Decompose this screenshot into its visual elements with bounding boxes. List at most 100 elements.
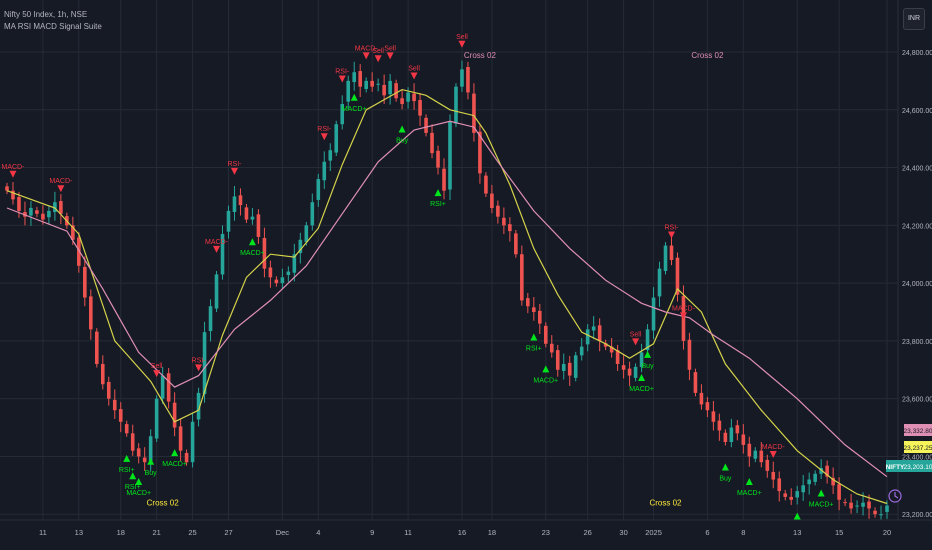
candle	[388, 80, 392, 95]
candle	[777, 478, 782, 492]
sell-signal-label: Sell	[408, 66, 420, 73]
candle	[316, 179, 321, 200]
candle	[370, 80, 374, 87]
candle	[160, 375, 165, 399]
ma-value-label: 23,332.80	[904, 428, 932, 435]
candle	[496, 205, 500, 217]
candle	[555, 350, 560, 370]
ma-value-label: 23,237.25	[904, 445, 932, 452]
candle	[771, 472, 776, 480]
candle	[166, 373, 171, 402]
candle	[292, 254, 297, 273]
sell-signal-arrow	[213, 245, 221, 253]
candle	[124, 424, 129, 434]
candle	[741, 434, 746, 445]
candle	[639, 352, 644, 367]
candle	[789, 496, 794, 500]
candle	[238, 195, 243, 206]
ma-value-tag	[904, 424, 932, 436]
buy-signal-arrow	[817, 489, 825, 497]
last-value-labels: 23,332.80 23,237.25 NIFTY 23,203.10	[886, 424, 932, 472]
candle	[412, 93, 416, 102]
signals-layer: MACD-MACD-RSI+RSI+MACD+BuySellMACD+RSI-M…	[2, 34, 888, 550]
candle	[801, 485, 805, 493]
sell-signal-arrow	[9, 170, 17, 178]
buy-signal-arrow	[644, 350, 652, 358]
candle	[400, 98, 404, 104]
price-tick-label: 24,800.00	[902, 50, 932, 57]
sell-signal-arrow	[667, 231, 675, 239]
time-tick-label: 25	[188, 528, 196, 537]
sell-signal-arrow	[679, 312, 687, 320]
buy-signal-label: MACD+	[629, 386, 654, 393]
indicator-title[interactable]: MA RSI MACD Signal Suite	[4, 22, 102, 31]
candle	[867, 501, 871, 509]
candle	[430, 132, 434, 154]
candle	[675, 257, 680, 295]
candle	[472, 93, 476, 133]
candle	[633, 366, 638, 378]
buy-signal-label: RSI+	[119, 467, 135, 474]
candle	[376, 83, 380, 85]
candle	[334, 124, 339, 153]
candle	[693, 372, 698, 393]
time-tick-label: 30	[619, 528, 627, 537]
price-axis[interactable]: 24,800.00 24,600.00 24,400.00 24,200.00 24,0…	[902, 50, 932, 519]
candle	[651, 297, 656, 331]
price-tick-label: 24,200.00	[902, 223, 932, 230]
candle	[831, 477, 835, 486]
candle	[478, 131, 482, 174]
sell-signal-arrow	[374, 55, 382, 63]
candle	[442, 168, 446, 191]
candle	[813, 473, 817, 482]
candle	[208, 306, 213, 332]
moving-averages-layer	[6, 88, 888, 505]
sell-signal-label: MACD-	[672, 305, 696, 312]
buy-signal-label: Buy	[719, 476, 732, 483]
candle	[190, 421, 195, 463]
buy-signal-arrow	[434, 189, 442, 197]
candle	[567, 362, 572, 376]
candle	[627, 368, 632, 376]
goto-realtime-button[interactable]	[888, 489, 902, 503]
currency-button[interactable]: INR	[903, 8, 925, 30]
candle	[346, 80, 351, 102]
buy-signal-arrow	[350, 93, 358, 101]
candle	[328, 150, 333, 161]
price-tick-label: 23,800.00	[902, 339, 932, 346]
time-tick-label: 15	[835, 528, 843, 537]
symbol-title[interactable]: Nifty 50 Index, 1h, NSE	[4, 10, 88, 19]
candle	[759, 450, 764, 463]
cross-annotation: Cross 02	[691, 51, 724, 60]
candle	[735, 425, 740, 434]
candle	[322, 161, 327, 181]
time-tick-label: 21	[152, 528, 160, 537]
time-tick-label: 23	[542, 528, 550, 537]
sell-signal-arrow	[632, 338, 640, 346]
candle	[262, 238, 267, 269]
candle	[29, 208, 33, 216]
sell-signal-label: MACD-	[49, 178, 73, 185]
candle	[130, 433, 135, 451]
buy-signal-label: MACD+	[240, 250, 265, 257]
sell-signal-arrow	[362, 52, 370, 60]
buy-signal-arrow	[248, 238, 256, 246]
sell-signal-label: MACD-	[2, 164, 26, 171]
candle	[286, 271, 291, 276]
candle	[256, 214, 261, 237]
sell-signal-arrow	[230, 167, 238, 175]
time-axis[interactable]: 11 13 18 21 25 27 Dec 4 9 11 16 18 23 26 30 2025 6 8 13 15 2…	[39, 528, 891, 537]
candle	[615, 350, 620, 364]
sell-signal-label: Sell	[384, 45, 396, 52]
buy-signal-label: MACD+	[809, 502, 834, 509]
candle	[106, 381, 111, 399]
candle	[573, 355, 578, 378]
sell-signal-label: Sell	[456, 34, 468, 41]
time-tick-label: 27	[224, 528, 232, 537]
time-tick-label: 13	[793, 528, 801, 537]
time-tick-label: 18	[488, 528, 496, 537]
candle	[837, 484, 841, 500]
candle	[765, 459, 770, 471]
